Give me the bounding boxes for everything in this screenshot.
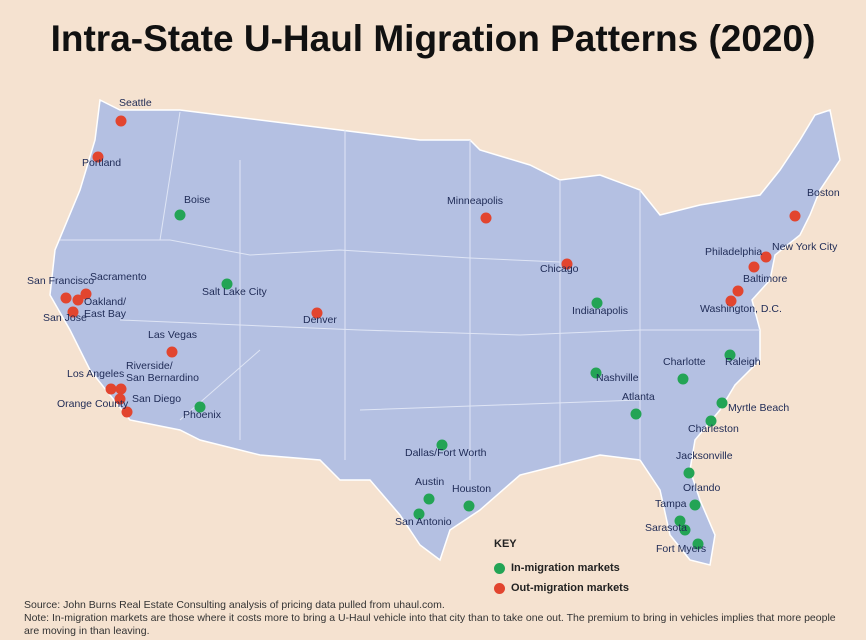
footer: Source: John Burns Real Estate Consultin… <box>24 599 844 638</box>
city-label: Jacksonville <box>676 450 733 462</box>
key-dot <box>494 582 505 594</box>
key-label: In-migration markets <box>511 562 620 574</box>
city-label: San Antonio <box>395 516 452 528</box>
city-dot <box>80 288 92 300</box>
city-label: Raleigh <box>725 356 761 368</box>
city-label: Portland <box>82 157 122 169</box>
city-dot <box>677 373 689 385</box>
source: Source: John Burns Real Estate Consultin… <box>24 599 445 611</box>
city-dot <box>590 367 602 379</box>
city-dot <box>705 415 717 427</box>
city-dot <box>194 401 206 413</box>
city-label: Orange County <box>57 398 129 410</box>
city-dot <box>166 346 178 358</box>
city-dot <box>591 297 603 309</box>
city-dot <box>463 500 475 512</box>
city-dot <box>105 383 117 395</box>
city-label: Nashville <box>596 372 639 384</box>
city-dot <box>174 209 186 221</box>
city-dot <box>689 499 701 511</box>
city-label: Dallas/Fort Worth <box>405 447 487 459</box>
city-label: Las Vegas <box>148 329 198 341</box>
city-dot <box>221 278 233 290</box>
city-label: Orlando <box>683 482 721 494</box>
city-dot <box>683 467 695 479</box>
city-dot <box>60 292 72 304</box>
key-dot <box>494 562 505 574</box>
city-dot <box>561 258 573 270</box>
city-label: Philadelphia <box>705 246 763 258</box>
key-label: Out-migration markets <box>511 582 629 594</box>
city-label: Indianapolis <box>572 305 629 317</box>
city-dot <box>679 524 691 536</box>
title: Intra-State U-Haul Migration Patterns (2… <box>50 18 816 59</box>
city-label: Minneapolis <box>447 195 504 207</box>
city-dot <box>692 538 704 550</box>
city-label: New York City <box>772 241 838 253</box>
city-dot <box>423 493 435 505</box>
city-label: Charlotte <box>663 356 706 368</box>
city-dot <box>674 515 686 527</box>
city-label: San Francisco <box>27 275 95 287</box>
city-label: Salt Lake City <box>202 286 267 298</box>
city-dot <box>724 349 736 361</box>
city-label: Boston <box>807 187 840 199</box>
city-label: Charleston <box>688 423 739 435</box>
city-dot <box>748 261 760 273</box>
city-label: Oakland/ East Bay <box>84 296 127 320</box>
city-label: Seattle <box>119 97 152 109</box>
city-label: Baltimore <box>743 273 788 285</box>
city-label: Tampa <box>655 498 687 510</box>
city-label: Washington, D.C. <box>700 303 782 315</box>
city-dot <box>789 210 801 222</box>
city-dot <box>115 115 127 127</box>
city-label: Boise <box>184 194 211 206</box>
city-dot <box>115 383 127 395</box>
state-lines <box>60 111 760 480</box>
city-dot <box>760 251 772 263</box>
key-row: Out-migration markets <box>494 578 629 598</box>
key: KEY In-migration markets Out-migration ma… <box>494 538 629 598</box>
city-dot <box>114 393 126 405</box>
key-heading: KEY <box>494 538 517 550</box>
city-label: San Diego <box>132 393 182 405</box>
city-label: Fort Myers <box>656 543 707 555</box>
city-label: Houston <box>452 483 492 495</box>
city-label: Austin <box>415 476 445 488</box>
city-dot <box>67 306 79 318</box>
city-label: Los Angeles <box>67 368 125 380</box>
city-label: Sarasota <box>645 522 688 534</box>
city-dot <box>413 508 425 520</box>
city-dot <box>716 397 728 409</box>
city-dot <box>630 408 642 420</box>
city-dot <box>121 406 133 418</box>
city-label: Denver <box>303 314 337 326</box>
city-dot <box>436 439 448 451</box>
city-dot <box>480 212 492 224</box>
city-label: Myrtle Beach <box>728 402 790 414</box>
city-dot <box>732 285 744 297</box>
note: Note: In-migration markets are those whe… <box>24 612 836 637</box>
city-dot <box>725 295 737 307</box>
city-dot <box>92 151 104 163</box>
city-label: Sacramento <box>90 271 147 283</box>
city-label: Chicago <box>540 263 579 275</box>
city-label: Riverside/ San Bernardino <box>126 360 199 384</box>
city-label: Atlanta <box>622 391 655 403</box>
key-row: In-migration markets <box>494 558 629 578</box>
city-dot <box>311 307 323 319</box>
city-dot <box>72 294 84 306</box>
city-label: San Jose <box>43 312 87 324</box>
city-label: Phoenix <box>183 409 221 421</box>
